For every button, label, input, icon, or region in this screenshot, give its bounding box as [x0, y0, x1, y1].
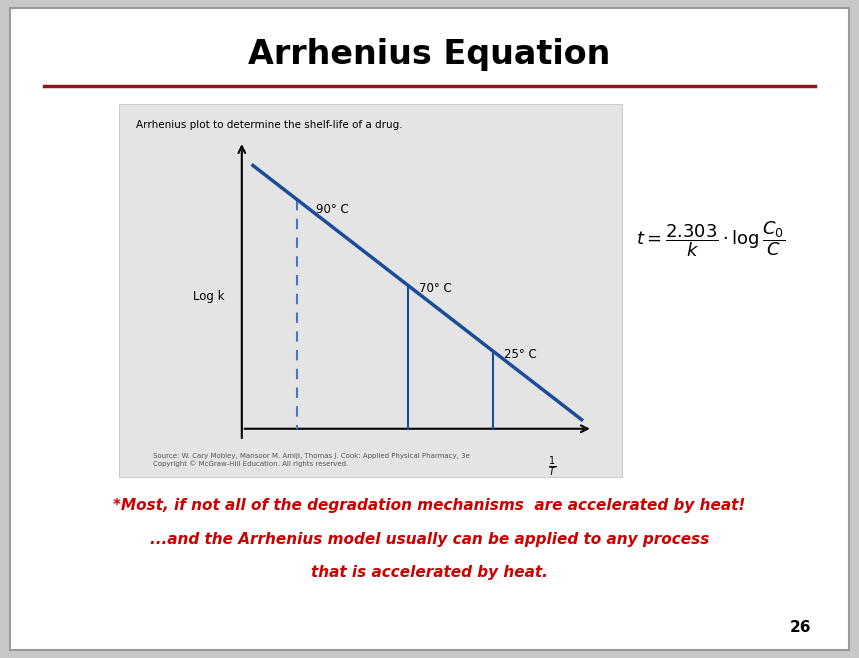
- Text: that is accelerated by heat.: that is accelerated by heat.: [311, 565, 548, 580]
- Text: Log k: Log k: [192, 290, 224, 303]
- Text: Arrhenius Equation: Arrhenius Equation: [248, 38, 611, 70]
- Text: ...and the Arrhenius model usually can be applied to any process: ...and the Arrhenius model usually can b…: [149, 532, 710, 547]
- Text: *Most, if not all of the degradation mechanisms  are accelerated by heat!: *Most, if not all of the degradation mec…: [113, 498, 746, 513]
- Text: 70° C: 70° C: [419, 282, 452, 295]
- FancyBboxPatch shape: [10, 8, 849, 650]
- FancyBboxPatch shape: [119, 104, 622, 476]
- Text: Source: W. Cary Mobley, Mansoor M. Amiji, Thomas J. Cook: Applied Physical Pharm: Source: W. Cary Mobley, Mansoor M. Amiji…: [153, 453, 470, 467]
- Text: 26: 26: [789, 620, 811, 635]
- Text: 90° C: 90° C: [316, 203, 349, 216]
- Text: $t = \dfrac{2.303}{k} \cdot \log \dfrac{C_0}{C}$: $t = \dfrac{2.303}{k} \cdot \log \dfrac{…: [636, 219, 785, 259]
- Text: Arrhenius plot to determine the shelf-life of a drug.: Arrhenius plot to determine the shelf-li…: [136, 120, 403, 130]
- Text: 25° C: 25° C: [504, 348, 537, 361]
- Text: $\frac{1}{T}$: $\frac{1}{T}$: [548, 454, 557, 478]
